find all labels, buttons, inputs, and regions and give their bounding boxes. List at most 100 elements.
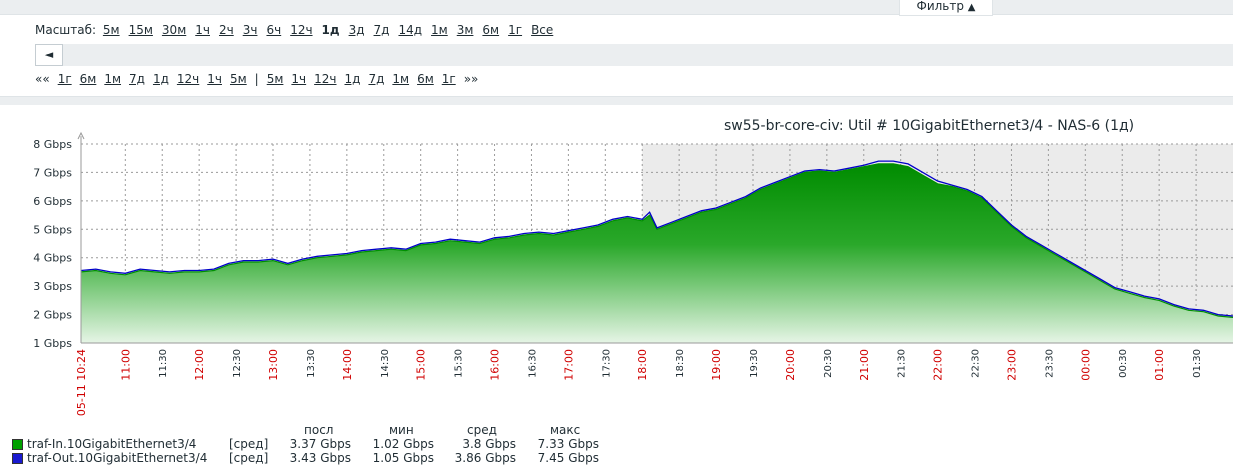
zoom-option[interactable]: 3м xyxy=(456,23,474,37)
legend-series-type: [сред] xyxy=(229,451,269,465)
zoom-option[interactable]: 12ч xyxy=(290,23,313,37)
x-tick-label: 19:30 xyxy=(749,349,760,378)
x-tick-label: 21:00 xyxy=(858,349,871,381)
nav-back-link[interactable]: 1г xyxy=(57,72,72,86)
legend-min: 1.05 Gbps xyxy=(372,451,434,465)
nav-forward-link[interactable]: 1ч xyxy=(291,72,307,86)
triangle-left-icon: ◄ xyxy=(44,48,54,61)
nav-forward-link[interactable]: 1д xyxy=(344,72,361,86)
filter-tab[interactable]: Фильтр ▲ xyxy=(899,0,993,16)
x-tick-label: 01:30 xyxy=(1192,349,1203,378)
x-tick-label: 01:00 xyxy=(1153,349,1166,381)
section-divider xyxy=(0,96,1233,105)
nav-end-link[interactable]: »» xyxy=(463,72,479,86)
zoom-option[interactable]: 2ч xyxy=(218,23,234,37)
x-tick-label: 23:30 xyxy=(1044,349,1055,378)
y-tick-label: 4 Gbps xyxy=(33,252,72,265)
legend-header-max: макс xyxy=(550,423,581,437)
zoom-option[interactable]: 1ч xyxy=(195,23,210,37)
y-tick-label: 2 Gbps xyxy=(33,309,72,322)
series-out-line xyxy=(80,160,1233,317)
x-tick-label: 13:00 xyxy=(267,349,280,381)
legend-header-min: мин xyxy=(389,423,414,437)
legend-color-swatch xyxy=(12,439,23,450)
filter-tab-label: Фильтр xyxy=(916,0,964,13)
zoom-option[interactable]: 3д xyxy=(348,23,365,37)
x-tick-label: 12:30 xyxy=(232,349,243,378)
nav-forward-link[interactable]: 6м xyxy=(417,72,434,86)
series-in-area xyxy=(81,163,1233,343)
x-tick-label: 11:00 xyxy=(119,349,132,381)
nav-forward-link[interactable]: 5м xyxy=(266,72,284,86)
legend-avg: 3.86 Gbps xyxy=(454,451,516,465)
zoom-label: Масштаб: xyxy=(35,23,97,37)
nav-forward-link[interactable]: 1м xyxy=(392,72,410,86)
x-tick-label: 20:00 xyxy=(784,349,797,381)
nav-forward-link[interactable]: 7д xyxy=(368,72,385,86)
triangle-up-icon: ▲ xyxy=(967,2,976,13)
x-tick-label: 15:00 xyxy=(415,349,428,381)
zoom-option[interactable]: Все xyxy=(531,23,554,37)
x-tick-label: 05-11 10:24 xyxy=(75,349,88,416)
zoom-option[interactable]: 6м xyxy=(482,23,500,37)
nav-forward-link[interactable]: 1г xyxy=(441,72,456,86)
top-strip xyxy=(0,0,1233,15)
x-tick-label: 11:30 xyxy=(158,349,169,378)
zoom-option[interactable]: 1м xyxy=(431,23,448,37)
nav-start-link[interactable]: «« xyxy=(35,72,50,86)
x-tick-label: 23:00 xyxy=(1005,349,1018,381)
x-tick-label: 14:30 xyxy=(380,349,391,378)
zoom-option[interactable]: 6ч xyxy=(266,23,282,37)
y-tick-label: 7 Gbps xyxy=(33,166,72,179)
nav-forward-link[interactable]: 12ч xyxy=(314,72,337,86)
x-tick-label: 20:30 xyxy=(823,349,834,378)
timeline-scrollbar[interactable]: ◄ xyxy=(35,44,1233,66)
legend-max: 7.45 Gbps xyxy=(537,451,599,465)
nav-back-link[interactable]: 12ч xyxy=(176,72,200,86)
period-navigation: «« 1г 6м 1м 7д 1д 12ч 1ч 5м | 5м 1ч 12ч 1д 7д 1м 6м 1г »» xyxy=(35,72,486,86)
nav-back-link[interactable]: 1ч xyxy=(207,72,222,86)
nav-back-link[interactable]: 1д xyxy=(152,72,169,86)
legend-series-name: traf-Out.10GigabitEthernet3/4 xyxy=(27,451,208,465)
x-tick-label: 16:00 xyxy=(489,349,502,381)
zoom-option[interactable]: 7д xyxy=(373,23,390,37)
x-tick-label: 18:30 xyxy=(675,349,686,378)
nav-back-link[interactable]: 7д xyxy=(129,72,145,86)
x-tick-label: 22:30 xyxy=(971,349,982,378)
zoom-option[interactable]: 1д xyxy=(321,23,340,37)
legend-series-name: traf-In.10GigabitEthernet3/4 xyxy=(27,437,197,451)
x-tick-label: 00:00 xyxy=(1079,349,1092,381)
y-tick-label: 8 Gbps xyxy=(33,138,72,151)
zoom-option[interactable]: 1г xyxy=(508,23,523,37)
y-tick-label: 3 Gbps xyxy=(33,280,72,293)
zoom-option[interactable]: 15м xyxy=(128,23,153,37)
traffic-chart: 8 Gbps 7 Gbps 6 Gbps 5 Gbps 4 Gbps 3 Gbps 2 Gb… xyxy=(33,131,1233,416)
legend-header-last: посл xyxy=(304,423,334,437)
zoom-option[interactable]: 30м xyxy=(161,23,187,37)
nav-back-link[interactable]: 1м xyxy=(104,72,122,86)
x-tick-label: 21:30 xyxy=(897,349,908,378)
legend-max: 7.33 Gbps xyxy=(537,437,599,451)
x-tick-label: 15:30 xyxy=(454,349,465,378)
zoom-option[interactable]: 14д xyxy=(398,23,423,37)
zoom-selector: Масштаб: 5м 15м 30м 1ч 2ч 3ч 6ч 12ч 1д 3д 7д 14д 1м 3… xyxy=(35,23,562,37)
y-tick-label: 6 Gbps xyxy=(33,195,72,208)
scroll-left-button[interactable]: ◄ xyxy=(35,44,63,66)
y-axis-arrow-icon xyxy=(77,131,85,140)
x-tick-label: 14:00 xyxy=(341,349,354,381)
x-tick-label: 00:30 xyxy=(1118,349,1129,378)
zoom-option[interactable]: 5м xyxy=(102,23,120,37)
legend-series-type: [сред] xyxy=(229,437,269,451)
legend-last: 3.43 Gbps xyxy=(289,451,351,465)
legend-header-avg: сред xyxy=(467,423,497,437)
x-tick-label: 12:00 xyxy=(193,349,206,381)
x-tick-label: 13:30 xyxy=(306,349,317,378)
zoom-option[interactable]: 3ч xyxy=(242,23,258,37)
x-tick-label: 17:30 xyxy=(601,349,612,378)
nav-separator: | xyxy=(254,72,259,86)
nav-back-link[interactable]: 6м xyxy=(79,72,97,86)
nav-back-link[interactable]: 5м xyxy=(229,72,247,86)
legend-color-swatch xyxy=(12,453,23,464)
x-tick-label: 22:00 xyxy=(932,349,945,381)
x-tick-label: 17:00 xyxy=(562,349,575,381)
